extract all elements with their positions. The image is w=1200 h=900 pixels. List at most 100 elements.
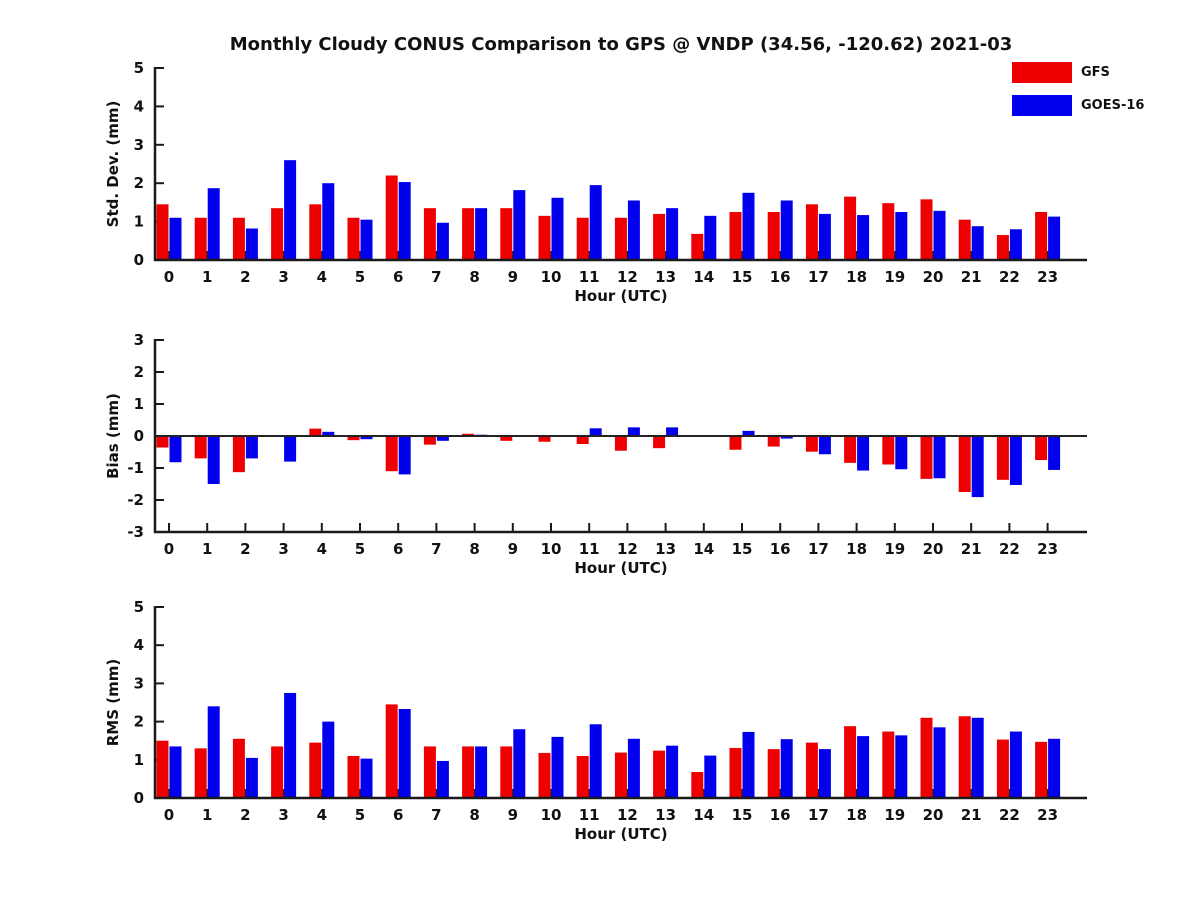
- goes16-bar: [513, 190, 526, 260]
- gfs-bar: [423, 208, 436, 260]
- goes16-bar: [627, 738, 640, 798]
- gfs-bar: [232, 217, 245, 260]
- gfs-bar: [538, 436, 551, 442]
- goes16-bar: [360, 758, 373, 798]
- goes16-bar: [704, 755, 717, 798]
- gfs-bar: [1035, 741, 1048, 798]
- gfs-bar: [691, 233, 704, 260]
- x-tick-label: 4: [317, 268, 327, 286]
- goes16-bar: [284, 436, 297, 462]
- x-tick-label: 8: [469, 806, 479, 824]
- goes16-bar: [207, 436, 220, 484]
- gfs-bar: [271, 208, 284, 260]
- x-tick-label: 20: [923, 268, 944, 286]
- goes16-bar: [742, 731, 755, 798]
- x-tick-label: 6: [393, 268, 403, 286]
- goes16-bar: [475, 746, 488, 798]
- goes16-bar: [1009, 731, 1022, 798]
- legend: GFS GOES-16: [1012, 61, 1144, 127]
- goes16-bar: [704, 215, 717, 260]
- gfs-bar: [996, 436, 1009, 480]
- goes16-bar: [627, 200, 640, 260]
- gfs-bar: [462, 433, 475, 436]
- gfs-bar: [614, 217, 627, 260]
- x-tick-label: 8: [469, 540, 479, 558]
- goes16-bar: [780, 436, 793, 439]
- x-tick-label: 10: [541, 268, 562, 286]
- gfs-bar: [653, 436, 666, 449]
- goes16-bar: [245, 436, 258, 459]
- gfs-bar: [385, 175, 398, 260]
- y-tick-label: 0: [134, 789, 144, 807]
- goes16-bar: [933, 210, 946, 260]
- x-tick-label: 1: [202, 268, 212, 286]
- gfs-bar: [653, 750, 666, 798]
- y-tick-label: -3: [127, 523, 144, 541]
- gfs-bar: [232, 436, 245, 473]
- goes16-bar: [1009, 436, 1022, 485]
- gfs-bar: [729, 436, 742, 450]
- y-tick-label: 0: [134, 251, 144, 269]
- y-axis-label: Bias (mm): [104, 393, 122, 479]
- x-tick-label: 1: [202, 540, 212, 558]
- x-tick-label: 5: [355, 268, 365, 286]
- goes16-bar: [780, 200, 793, 260]
- y-tick-label: -1: [127, 459, 144, 477]
- goes16-bar: [971, 717, 984, 798]
- y-axis-label: Std. Dev. (mm): [104, 101, 122, 228]
- goes16-bar: [589, 428, 602, 436]
- x-tick-label: 19: [884, 268, 905, 286]
- x-axis-label: Hour (UTC): [574, 825, 667, 843]
- goes16-bar: [245, 757, 258, 798]
- gfs-bar: [156, 740, 169, 798]
- gfs-bar: [920, 717, 933, 798]
- x-tick-label: 0: [164, 540, 174, 558]
- goes16-bar: [971, 226, 984, 260]
- x-axis-label: Hour (UTC): [574, 287, 667, 305]
- x-tick-label: 15: [732, 540, 753, 558]
- gfs-bar: [423, 746, 436, 798]
- x-tick-label: 9: [508, 268, 518, 286]
- x-tick-label: 14: [693, 806, 714, 824]
- goes16-bar: [666, 208, 679, 260]
- x-tick-label: 17: [808, 268, 829, 286]
- gfs-bar: [729, 747, 742, 798]
- y-tick-label: 4: [134, 97, 144, 115]
- x-tick-label: 1: [202, 806, 212, 824]
- gfs-bar: [1035, 212, 1048, 260]
- gfs-bar: [996, 739, 1009, 798]
- goes16-bar: [818, 749, 831, 798]
- x-tick-label: 7: [431, 540, 441, 558]
- goes16-bar: [475, 208, 488, 260]
- x-tick-label: 14: [693, 540, 714, 558]
- goes16-bar: [169, 436, 182, 463]
- goes16-bar: [436, 436, 449, 441]
- y-axis-label: RMS (mm): [104, 659, 122, 746]
- gfs-bar: [347, 755, 360, 798]
- goes16-bar: [857, 736, 870, 798]
- goes16-bar: [169, 746, 182, 798]
- x-tick-label: 15: [732, 268, 753, 286]
- y-tick-label: 2: [134, 713, 144, 731]
- gfs-bar: [614, 436, 627, 451]
- x-tick-label: 3: [278, 268, 288, 286]
- gfs-bar: [232, 738, 245, 798]
- x-tick-label: 16: [770, 806, 791, 824]
- x-tick-label: 22: [999, 540, 1020, 558]
- x-tick-label: 21: [961, 806, 982, 824]
- y-tick-label: 2: [134, 363, 144, 381]
- x-tick-label: 19: [884, 806, 905, 824]
- x-tick-label: 21: [961, 268, 982, 286]
- gfs-bar: [500, 208, 513, 260]
- goes16-bar: [551, 197, 564, 260]
- goes16-bar: [322, 183, 335, 260]
- y-tick-label: 1: [134, 213, 144, 231]
- goes16-bar: [742, 430, 755, 436]
- goes16-bar: [436, 222, 449, 260]
- gfs-bar: [309, 204, 322, 260]
- gfs-bar: [767, 436, 780, 447]
- gfs-bar: [500, 746, 513, 798]
- gfs-bar: [882, 731, 895, 798]
